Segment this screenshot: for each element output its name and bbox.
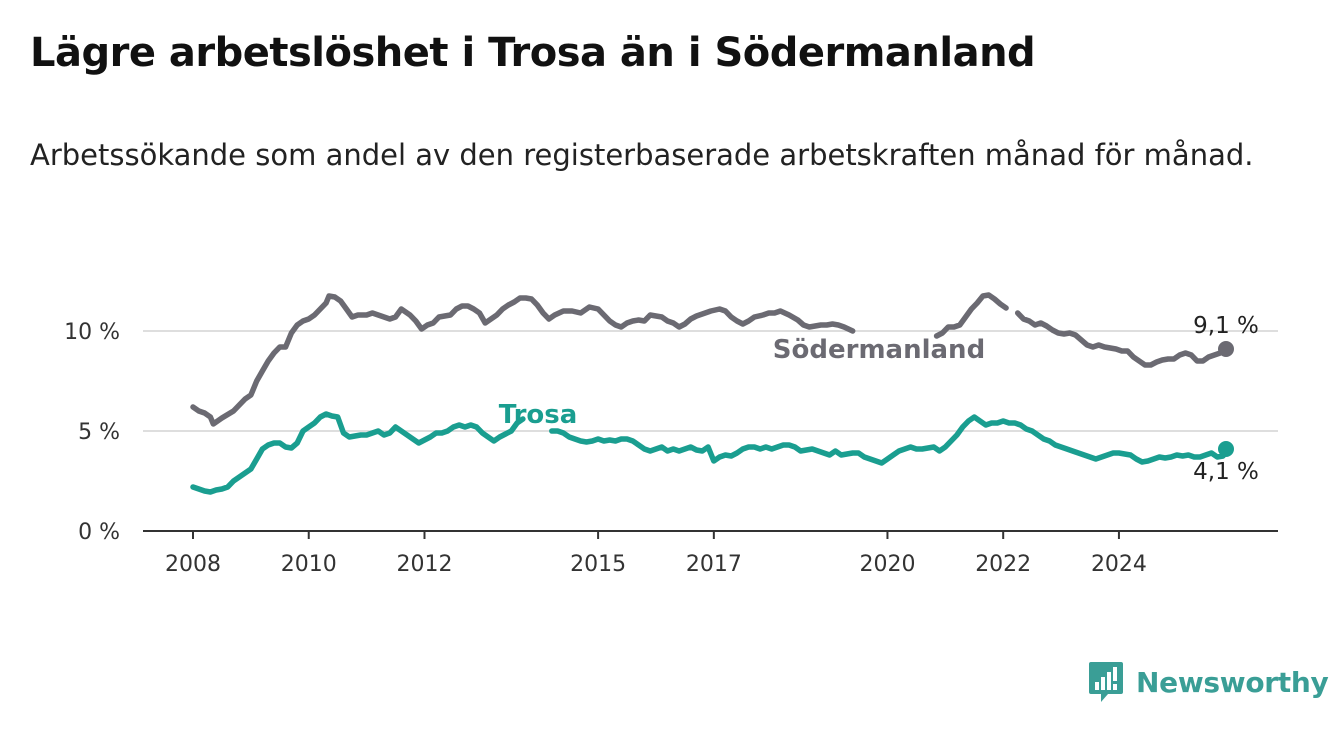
- series-end-label: 9,1 %: [1193, 313, 1259, 339]
- series-labels: Södermanland Trosa 9,1 % 4,1 %: [499, 313, 1259, 485]
- series-end-label: 4,1 %: [1193, 459, 1259, 485]
- x-tick-label: 2017: [686, 552, 742, 577]
- gridlines: [143, 330, 1278, 432]
- series-line-1: [190, 411, 1229, 495]
- line-chart: 2008 2010 2012 2015 2017 2020 2022 2024 0 % 5 % 1…: [64, 292, 1278, 577]
- x-tick-label: 2015: [570, 552, 626, 577]
- chart-title: Lägre arbetslöshet i Trosa än i Söderman…: [30, 30, 1036, 76]
- x-tick-label: 2022: [975, 552, 1031, 577]
- newsworthy-logo-icon: [1089, 662, 1123, 702]
- series-line-0: [190, 292, 1229, 427]
- newsworthy-logo: Newsworthy: [1088, 660, 1329, 704]
- series-end-marker-0: [1218, 341, 1234, 357]
- x-tick-label: 2008: [165, 552, 221, 577]
- series-name-label: Södermanland: [773, 335, 985, 365]
- x-tick-label: 2012: [396, 552, 452, 577]
- y-tick-label: 10 %: [64, 320, 120, 345]
- series-end-marker-1: [1218, 441, 1234, 457]
- x-tick-label: 2024: [1091, 552, 1147, 577]
- x-axis: 2008 2010 2012 2015 2017 2020 2022 2024: [143, 530, 1278, 577]
- x-tick-label: 2020: [859, 552, 915, 577]
- series-name-label: Trosa: [499, 400, 578, 430]
- x-tick-label: 2010: [281, 552, 337, 577]
- y-tick-label: 5 %: [78, 420, 120, 445]
- newsworthy-logo-text: Newsworthy: [1136, 665, 1329, 699]
- chart-subtitle: Arbetssökande som andel av den registerb…: [30, 138, 1254, 172]
- series-lines: [190, 292, 1234, 495]
- y-axis-ticks: 0 % 5 % 10 %: [64, 320, 120, 545]
- y-tick-label: 0 %: [78, 520, 120, 545]
